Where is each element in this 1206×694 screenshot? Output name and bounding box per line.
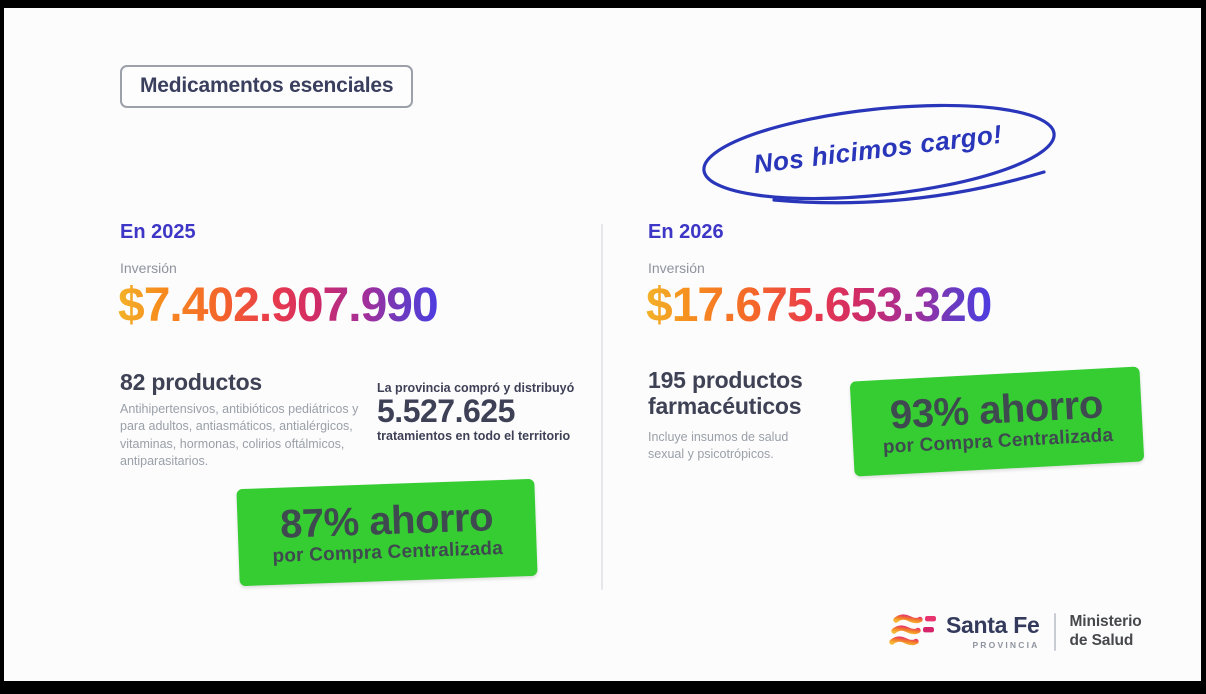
treatments-line2: tratamientos en todo el territorio (377, 428, 571, 443)
ministry-label: Ministerio de Salud (1069, 613, 1141, 650)
savings-badge-2026: 93% ahorro por Compra Centralizada (849, 366, 1145, 477)
savings-badge-2025: 87% ahorro por Compra Centralizada (236, 478, 538, 587)
ministry-line1: Ministerio (1069, 613, 1142, 631)
stamp: Nos hicimos cargo! (696, 100, 1062, 210)
page-title: Medicamentos esenciales (140, 74, 394, 97)
column-divider (601, 224, 603, 590)
investment-label-2026: Inversión (648, 260, 705, 276)
ministry-line2: de Salud (1069, 632, 1134, 649)
stamp-ellipse-icon (702, 103, 1056, 205)
treatments-line1: La provincia compró y distribuyó (377, 381, 575, 395)
footer-divider (1054, 613, 1057, 651)
products-title-2025: 82 productos (120, 369, 263, 395)
products-title-2026: 195 productos farmacéuticos (648, 367, 803, 420)
brand-block: Santa Fe PROVINCIA (946, 612, 1040, 651)
slide: Medicamentos esenciales Nos hicimos carg… (4, 8, 1201, 681)
products-detail-2026: Incluye insumos de salud sexual y psicot… (648, 430, 789, 462)
savings-percent-2025: 87% ahorro (279, 495, 494, 547)
investment-value-2025: $7.402.907.990 (118, 279, 439, 332)
treatments-value: 5.527.625 (377, 393, 515, 429)
investment-label-2025: Inversión (120, 260, 177, 276)
santa-fe-logo-icon (889, 614, 936, 646)
brand-name: Santa Fe (946, 612, 1040, 638)
year-2025-label: En 2025 (120, 221, 196, 243)
footer-brand: Santa Fe PROVINCIA Ministerio de Salud (888, 610, 1142, 654)
investment-value-2026: $17.675.653.320 (646, 279, 992, 332)
title-box: Medicamentos esenciales (120, 65, 414, 108)
brand-subtitle: PROVINCIA (972, 640, 1040, 650)
year-2026-label: En 2026 (648, 221, 724, 243)
products-detail-2025: Antihipertensivos, antibióticos pediátri… (120, 402, 359, 468)
treatments-block: La provincia compró y distribuyó 5.527.6… (377, 381, 582, 443)
